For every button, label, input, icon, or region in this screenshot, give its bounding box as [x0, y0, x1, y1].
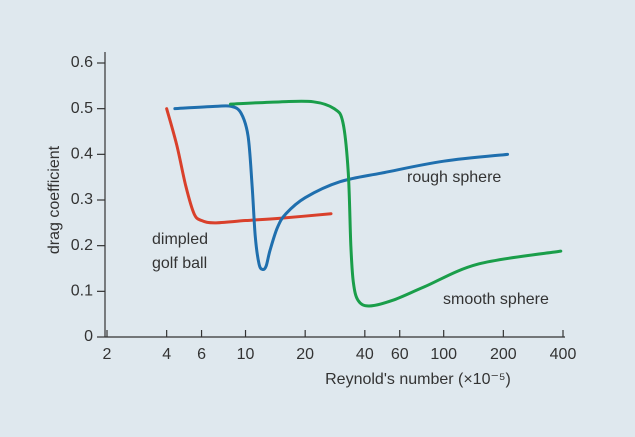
y-tick-label: 0.5: [71, 100, 93, 117]
x-tick-label: 60: [391, 346, 409, 363]
x-tick-label: 2: [103, 346, 112, 363]
y-tick-label: 0.4: [71, 146, 93, 163]
y-tick-label: 0.3: [71, 191, 93, 208]
y-tick-label: 0.2: [71, 237, 93, 254]
x-tick-label: 100: [430, 346, 457, 363]
x-tick-label: 200: [490, 346, 517, 363]
x-tick-label: 20: [296, 346, 314, 363]
series-line: [165, 107, 333, 225]
x-axis-title: Reynold's number (×10⁻⁵): [325, 371, 511, 388]
x-tick-label: 40: [356, 346, 374, 363]
y-tick-label: 0.1: [71, 283, 93, 300]
x-tick-label: 4: [162, 346, 171, 363]
x-tick-label: 6: [197, 346, 206, 363]
y-tick-label: 0: [84, 328, 93, 345]
series-label: rough sphere: [407, 169, 502, 186]
series-label: dimpled golf ball: [152, 231, 209, 272]
series-label: smooth sphere: [443, 291, 549, 308]
x-tick-label: 400: [550, 346, 577, 363]
y-axis-title: drag coefficient: [46, 145, 63, 254]
y-tick-label: 0.6: [71, 54, 93, 71]
series-line: [229, 99, 563, 308]
x-tick-label: 10: [237, 346, 255, 363]
